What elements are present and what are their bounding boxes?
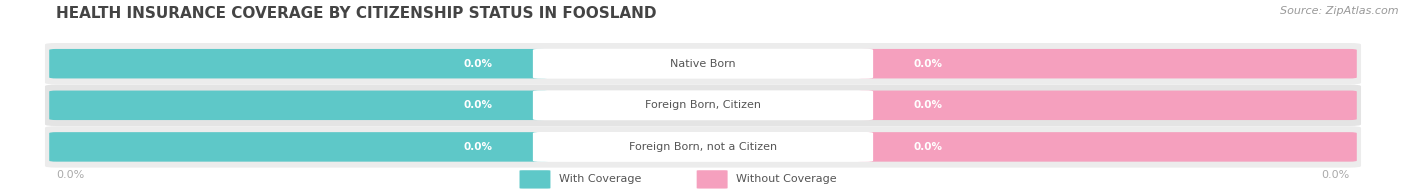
- FancyBboxPatch shape: [45, 85, 1361, 126]
- Text: 0.0%: 0.0%: [914, 142, 942, 152]
- Text: Native Born: Native Born: [671, 59, 735, 69]
- FancyBboxPatch shape: [533, 132, 873, 162]
- FancyBboxPatch shape: [520, 170, 551, 189]
- Text: With Coverage: With Coverage: [560, 174, 641, 184]
- Text: Without Coverage: Without Coverage: [737, 174, 837, 184]
- Text: 0.0%: 0.0%: [464, 59, 492, 69]
- Text: 0.0%: 0.0%: [914, 59, 942, 69]
- FancyBboxPatch shape: [45, 126, 1361, 168]
- Text: 0.0%: 0.0%: [464, 100, 492, 110]
- FancyBboxPatch shape: [697, 170, 728, 189]
- Text: 0.0%: 0.0%: [914, 100, 942, 110]
- Text: 0.0%: 0.0%: [56, 170, 84, 181]
- Text: 0.0%: 0.0%: [464, 142, 492, 152]
- Text: Foreign Born, not a Citizen: Foreign Born, not a Citizen: [628, 142, 778, 152]
- FancyBboxPatch shape: [533, 90, 873, 120]
- FancyBboxPatch shape: [533, 49, 873, 79]
- FancyBboxPatch shape: [858, 49, 1357, 78]
- FancyBboxPatch shape: [49, 49, 548, 78]
- Text: Source: ZipAtlas.com: Source: ZipAtlas.com: [1281, 6, 1399, 16]
- Text: 0.0%: 0.0%: [1322, 170, 1350, 181]
- Text: Foreign Born, Citizen: Foreign Born, Citizen: [645, 100, 761, 110]
- FancyBboxPatch shape: [49, 132, 548, 162]
- FancyBboxPatch shape: [49, 90, 548, 120]
- FancyBboxPatch shape: [45, 43, 1361, 84]
- FancyBboxPatch shape: [858, 132, 1357, 162]
- Text: HEALTH INSURANCE COVERAGE BY CITIZENSHIP STATUS IN FOOSLAND: HEALTH INSURANCE COVERAGE BY CITIZENSHIP…: [56, 6, 657, 21]
- FancyBboxPatch shape: [858, 90, 1357, 120]
